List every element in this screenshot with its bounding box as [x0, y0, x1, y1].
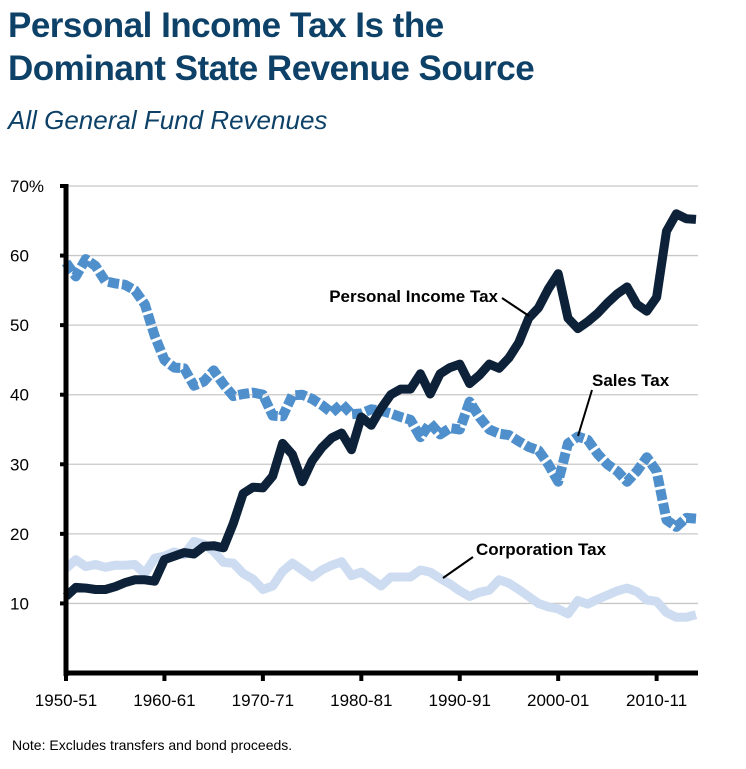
leader-line-sales-tax — [577, 389, 593, 437]
leader-line-personal-income-tax — [501, 297, 530, 317]
series-label-sales-tax: Sales Tax — [592, 371, 670, 390]
x-tick-label-2000-01: 2000-01 — [527, 691, 589, 710]
y-tick-label-20: 20 — [10, 525, 29, 544]
series-personal-income-tax — [62, 209, 697, 600]
y-tick-label-70: 70% — [10, 177, 44, 196]
series-label-personal-income-tax: Personal Income Tax — [329, 287, 498, 306]
footnote: Note: Excludes transfers and bond procee… — [12, 737, 293, 753]
annotation-corporation-tax: Corporation Tax — [442, 540, 607, 579]
chart-title: Personal Income Tax Is the Dominant Stat… — [8, 4, 535, 90]
y-tick-label-40: 40 — [10, 386, 29, 405]
series-label-corporation-tax: Corporation Tax — [476, 540, 607, 559]
y-tick-label-50: 50 — [10, 316, 29, 335]
chart-subtitle: All General Fund Revenues — [8, 105, 328, 135]
annotation-personal-income-tax: Personal Income Tax — [329, 287, 530, 317]
series-layer — [61, 209, 698, 622]
axes — [63, 184, 698, 676]
x-tick-label-1960-61: 1960-61 — [133, 691, 195, 710]
x-tick-label-1990-91: 1990-91 — [429, 691, 491, 710]
chart-title-line2: Dominant State Revenue Source — [8, 49, 535, 88]
y-ticks: 10 20 30 40 50 60 70% — [10, 177, 66, 613]
chart-title-line1: Personal Income Tax Is the — [8, 6, 444, 45]
y-tick-label-30: 30 — [10, 455, 29, 474]
y-tick-label-60: 60 — [10, 247, 29, 266]
x-tick-label-2010-11: 2010-11 — [626, 691, 687, 710]
x-tick-label-1980-81: 1980-81 — [330, 691, 392, 710]
series-line-personal-income-tax — [62, 209, 697, 600]
x-ticks: 1950-51 1960-61 1970-71 1980-81 1990-91 2000-… — [35, 673, 687, 710]
leader-line-corporation-tax — [442, 556, 474, 579]
x-tick-label-1970-71: 1970-71 — [232, 691, 294, 710]
x-tick-label-1950-51: 1950-51 — [35, 691, 97, 710]
annotation-sales-tax: Sales Tax — [577, 371, 670, 437]
y-tick-label-10: 10 — [10, 594, 29, 613]
